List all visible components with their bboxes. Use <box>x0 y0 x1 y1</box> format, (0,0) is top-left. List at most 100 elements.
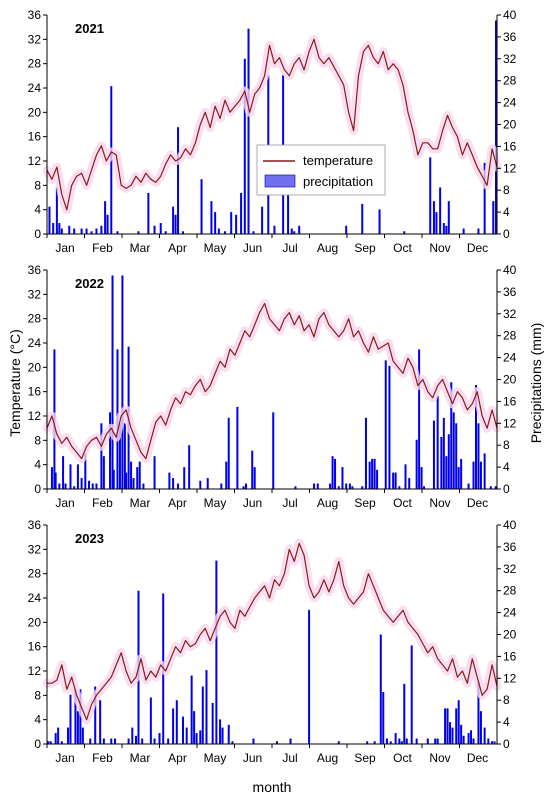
precipitation-bar <box>74 689 77 744</box>
precipitation-bar <box>113 738 116 744</box>
precipitation-bar <box>477 228 480 234</box>
precipitation-bar <box>199 730 202 744</box>
precipitation-bar <box>137 231 140 234</box>
y-tick-label-left: 16 <box>28 130 42 144</box>
precipitation-bar <box>100 423 103 489</box>
precipitation-bar <box>455 423 458 489</box>
y-tick-label-right: 12 <box>503 416 517 430</box>
precipitation-bar <box>135 735 138 744</box>
month-tick-label: Aug <box>317 496 338 510</box>
month-tick-label: Nov <box>429 241 450 255</box>
precipitation-bar <box>85 228 88 234</box>
precipitation-bar <box>164 231 167 234</box>
precipitation-bar <box>331 456 334 489</box>
precipitation-bar <box>415 738 418 744</box>
y-tick-label-left: 12 <box>28 409 42 423</box>
precipitation-bar <box>253 467 256 489</box>
y-tick-label-left: 32 <box>28 32 42 46</box>
y-tick-label-left: 0 <box>34 227 41 241</box>
y-tick-label-left: 24 <box>28 336 42 350</box>
precipitation-bar <box>455 708 458 744</box>
y-tick-label-right: 20 <box>503 373 517 387</box>
precipitation-bar <box>225 461 228 489</box>
precipitation-bar <box>440 436 443 489</box>
precipitation-bar <box>99 700 102 744</box>
precipitation-bar <box>55 187 58 234</box>
month-tick-label: May <box>204 241 227 255</box>
precipitation-bar <box>398 738 401 744</box>
precipitation-bar <box>432 201 435 234</box>
precipitation-bar <box>457 467 460 489</box>
precipitation-bar <box>190 675 193 744</box>
precipitation-bar <box>392 472 395 489</box>
precipitation-bar <box>345 483 348 489</box>
precipitation-bar <box>489 486 492 489</box>
precipitation-bar <box>313 483 316 489</box>
precipitation-bar <box>449 722 452 744</box>
precipitation-bar <box>49 741 52 744</box>
month-tick-label: Feb <box>92 241 113 255</box>
precipitation-bar <box>492 201 495 234</box>
month-tick-label: Jan <box>55 241 74 255</box>
precipitation-bar <box>379 634 382 744</box>
month-tick-label: Jul <box>282 751 297 765</box>
precipitation-bar <box>439 187 442 234</box>
month-tick-label: Jul <box>282 496 297 510</box>
precipitation-bar <box>293 231 296 234</box>
precipitation-bar <box>62 456 65 489</box>
month-tick-label: Mar <box>130 751 151 765</box>
panel-2021: 0 4 8 12 16 20 24 28 32 36 0 4 8 12 16 20 24 28 32 36 40 Jan F… <box>28 8 517 255</box>
precipitation-bar <box>138 461 141 489</box>
temperature-line <box>47 542 498 721</box>
precipitation-bar <box>442 417 445 489</box>
precipitation-bar <box>69 464 72 489</box>
y-tick-label-left: 0 <box>34 737 41 751</box>
precipitation-bar <box>446 708 449 744</box>
precipitation-bar <box>298 225 301 234</box>
precipitation-bar <box>210 201 213 234</box>
precipitation-bar <box>389 741 392 744</box>
precipitation-bar <box>294 486 297 489</box>
precipitation-bar <box>435 212 438 234</box>
precipitation-bar <box>460 458 463 489</box>
precipitation-bar <box>483 453 486 489</box>
precipitation-bar <box>373 741 376 744</box>
month-tick-label: Oct <box>393 241 412 255</box>
precipitation-bar <box>394 472 397 489</box>
precipitation-bar <box>193 711 196 744</box>
precipitation-bar <box>54 472 57 489</box>
precipitation-bar <box>201 686 204 744</box>
precipitation-bar <box>491 741 494 744</box>
precipitation-bar <box>168 472 171 489</box>
y-tick-label-left: 24 <box>28 81 42 95</box>
y-tick-label-right: 4 <box>503 715 510 729</box>
y-tick-label-left: 0 <box>34 482 41 496</box>
y-tick-label-left: 8 <box>34 433 41 447</box>
precipitation-bar <box>181 231 184 234</box>
y-tick-label-right: 28 <box>503 584 517 598</box>
precipitation-bar <box>351 486 354 489</box>
precipitation-bar <box>447 201 450 234</box>
y-tick-label-left: 36 <box>28 518 42 532</box>
y-tick-label-right: 16 <box>503 139 517 153</box>
month-tick-label: Feb <box>92 751 113 765</box>
precipitation-bar <box>287 190 290 234</box>
precipitation-bar <box>69 694 72 744</box>
precipitation-bar <box>487 738 490 744</box>
precipitation-bar <box>472 738 475 744</box>
panel-title: 2022 <box>75 276 104 291</box>
precipitation-bar <box>316 483 319 489</box>
precipitation-bar <box>177 127 180 234</box>
precipitation-bar <box>76 464 79 489</box>
precipitation-bar <box>457 700 460 744</box>
precipitation-bar <box>183 467 186 489</box>
y-tick-label-left: 28 <box>28 567 42 581</box>
month-tick-label: May <box>204 751 227 765</box>
month-tick-label: Apr <box>168 751 187 765</box>
precipitation-bar <box>477 423 480 489</box>
precipitation-bar <box>366 741 369 744</box>
precipitation-bar <box>58 223 61 234</box>
precipitation-bar <box>221 727 224 744</box>
precipitation-bar <box>132 478 135 489</box>
